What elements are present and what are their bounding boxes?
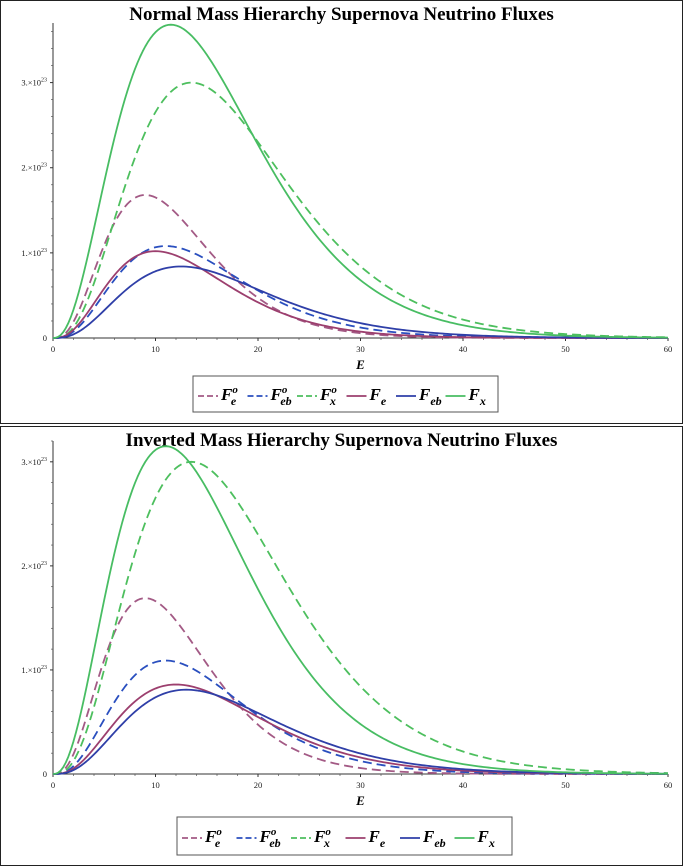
series-line-f-x-o xyxy=(52,81,669,339)
legend-label: Fo eb xyxy=(270,384,292,408)
legend-label: Feb xyxy=(422,827,446,850)
legend-item: Fx xyxy=(454,827,495,850)
legend-item: Fx xyxy=(445,385,486,408)
legend-item: Fo eb xyxy=(247,384,292,408)
y-tick-label: 0 xyxy=(43,769,47,779)
legend-box xyxy=(192,375,499,413)
legend-label: Fo e xyxy=(220,384,238,408)
series-line-f-eb xyxy=(52,265,668,339)
x-axis-label: E xyxy=(355,357,365,372)
y-tick-label: 2.×1023 xyxy=(21,561,47,571)
legend-box xyxy=(176,816,513,856)
x-tick-label: 30 xyxy=(356,780,365,790)
legend-item: Feb xyxy=(400,827,446,850)
legend: Fo e Fo eb Fo x Fe Feb Fx xyxy=(176,816,513,856)
x-tick-label: 30 xyxy=(356,344,365,354)
y-tick-label: 2.×1023 xyxy=(21,163,47,173)
legend-label: Fe xyxy=(368,827,386,850)
legend-item: Fo x xyxy=(297,384,337,408)
x-tick-label: 40 xyxy=(459,344,468,354)
y-tick-label: 1.×1023 xyxy=(21,665,47,675)
legend-item: Fo e xyxy=(198,384,238,408)
x-tick-label: 0 xyxy=(51,780,55,790)
x-tick-label: 60 xyxy=(664,780,673,790)
y-tick-label: 3.×1023 xyxy=(21,78,47,88)
legend-label: Fx xyxy=(468,385,486,408)
legend-label: Fx xyxy=(477,827,495,850)
legend-label: Fo x xyxy=(319,384,337,408)
legend-item: Fe xyxy=(345,827,386,850)
legend-item: Fo e xyxy=(182,826,222,850)
series-line-f-x xyxy=(52,445,669,775)
x-tick-label: 10 xyxy=(151,780,160,790)
chart-panel-normal: Normal Mass Hierarchy Supernova Neutrino… xyxy=(0,0,683,424)
x-tick-label: 50 xyxy=(561,780,570,790)
chart-title: Normal Mass Hierarchy Supernova Neutrino… xyxy=(129,4,554,25)
y-tick-label: 0 xyxy=(43,333,47,343)
series-line-f-eb xyxy=(52,688,669,775)
legend-item: Fe xyxy=(346,385,387,408)
y-tick-label: 3.×1023 xyxy=(21,457,47,467)
legend-label: Feb xyxy=(418,385,442,408)
legend-item: Feb xyxy=(396,385,442,408)
series-line-f-x-o xyxy=(52,460,669,775)
series-line-f-e-o xyxy=(52,597,668,775)
series-line-f-e-o xyxy=(52,194,668,339)
legend: Fo e Fo eb Fo x Fe Feb Fx xyxy=(192,375,499,413)
legend-label: Fo e xyxy=(204,826,222,850)
x-tick-label: 50 xyxy=(561,344,570,354)
legend-label: Fo x xyxy=(313,826,331,850)
x-tick-label: 20 xyxy=(254,780,263,790)
legend-label: Fo eb xyxy=(259,826,281,850)
x-tick-label: 0 xyxy=(51,344,55,354)
series-line-f-eb-o xyxy=(52,245,668,339)
legend-item: Fo eb xyxy=(236,826,281,850)
series-line-f-e xyxy=(52,250,668,339)
x-tick-label: 20 xyxy=(254,344,263,354)
x-axis-label: E xyxy=(355,793,365,808)
legend-label: Fe xyxy=(369,385,387,408)
series-line-f-e xyxy=(52,683,668,775)
x-tick-label: 40 xyxy=(459,780,468,790)
series-line-f-x xyxy=(52,23,669,339)
legend-item: Fo x xyxy=(291,826,331,850)
chart-panel-inverted: Inverted Mass Hierarchy Supernova Neutri… xyxy=(0,426,683,866)
x-tick-label: 10 xyxy=(151,344,160,354)
y-tick-label: 1.×1023 xyxy=(21,248,47,258)
chart-title: Inverted Mass Hierarchy Supernova Neutri… xyxy=(125,430,558,451)
x-tick-label: 60 xyxy=(664,344,673,354)
